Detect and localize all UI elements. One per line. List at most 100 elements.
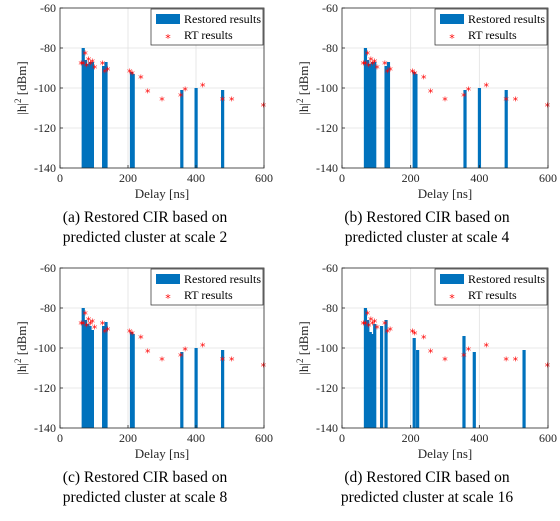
bar	[90, 330, 94, 428]
y-axis-label-unit: [dBm]	[14, 321, 29, 358]
bar	[129, 332, 134, 428]
caption-line-1: (b) Restored CIR based on	[344, 209, 510, 226]
x-tick-label: 0	[57, 171, 63, 185]
caption-line-2: predicted cluster at scale 16	[341, 489, 513, 506]
y-axis-label: |h|2 [dBm]	[295, 321, 311, 374]
bar	[104, 62, 108, 168]
data-point: *	[410, 327, 416, 340]
x-tick-label: 400	[187, 171, 205, 185]
legend-bar-swatch	[440, 14, 464, 24]
y-axis-label: |h|2 [dBm]	[295, 61, 311, 114]
y-axis-label: |h|2 [dBm]	[13, 321, 29, 374]
bar	[412, 338, 416, 428]
y-tick-label: -100	[316, 81, 338, 95]
chart-panel-1: ******** *** ** *** ** ** * *0 200 400 600-140-120…	[13, 1, 273, 246]
legend-point-marker: *	[449, 32, 455, 45]
bar	[472, 352, 476, 428]
data-point: *	[366, 61, 372, 74]
data-point: *	[78, 59, 84, 72]
legend-label-restored: Restored results	[468, 272, 545, 286]
chart-panel-3: ******** *** ** *** ** ** * *0 200 400 600-140-120…	[13, 261, 273, 506]
x-axis-label: Delay [ns]	[418, 446, 473, 461]
bar	[462, 336, 466, 428]
chart-panel-2: ******** *** ** *** ** ** * *0 200 400 600-140-120…	[295, 1, 557, 246]
data-point: *	[483, 341, 489, 354]
x-tick-label: 600	[539, 431, 557, 445]
bar	[370, 62, 374, 168]
bar	[386, 62, 391, 168]
data-point: *	[220, 95, 226, 108]
y-tick-label: -140	[34, 161, 56, 175]
data-point: *	[178, 91, 184, 104]
bar	[368, 332, 372, 428]
bar	[373, 62, 377, 168]
x-tick-label: 200	[402, 171, 420, 185]
y-axis-label-exponent: 2	[295, 358, 305, 363]
data-point: *	[361, 59, 367, 72]
chart-panel-4: ******** *** ** *** ** ** * *0 200 400 600-140-120…	[295, 261, 557, 506]
y-tick-label: -80	[322, 41, 338, 55]
data-point: *	[385, 67, 391, 80]
legend: Restored results * RT results	[434, 8, 548, 46]
data-point: *	[382, 319, 388, 332]
bar	[368, 64, 372, 168]
data-point: *	[145, 87, 151, 100]
data-point: *	[105, 65, 111, 78]
data-point: *	[82, 49, 88, 62]
data-point: *	[86, 315, 92, 328]
data-point: *	[220, 355, 226, 368]
y-tick-label: -60	[322, 261, 338, 275]
y-axis-label-exponent: 2	[13, 98, 23, 103]
y-axis-label-unit: [dBm]	[296, 61, 311, 98]
bar	[84, 60, 88, 168]
y-tick-label: -80	[322, 301, 338, 315]
data-point: *	[370, 319, 376, 332]
data-point: *	[127, 67, 133, 80]
x-tick-label: 600	[255, 171, 273, 185]
data-point: *	[138, 333, 144, 346]
bar	[366, 320, 370, 428]
data-point: *	[229, 355, 235, 368]
x-axis-label: Delay [ns]	[135, 186, 190, 201]
data-point: *	[88, 319, 94, 332]
caption-line-2: predicted cluster at scale 2	[63, 229, 227, 246]
x-tick-label: 600	[539, 171, 557, 185]
x-tick-label: 0	[339, 171, 345, 185]
caption-line-1: (c) Restored CIR based on	[63, 469, 228, 486]
bar	[504, 90, 508, 168]
x-axis-label: Delay [ns]	[135, 446, 190, 461]
data-point: *	[82, 309, 88, 322]
data-point: *	[127, 327, 133, 340]
data-point: *	[412, 329, 418, 342]
bar	[384, 320, 388, 428]
bar	[477, 88, 482, 168]
bar	[86, 324, 90, 428]
x-tick-label: 0	[57, 431, 63, 445]
legend-point-marker: *	[165, 292, 171, 305]
bar	[373, 324, 377, 428]
bar	[180, 352, 184, 428]
x-tick-label: 400	[470, 431, 488, 445]
caption-line-1: (a) Restored CIR based on	[63, 209, 228, 226]
data-point: *	[368, 55, 374, 68]
data-point: *	[385, 327, 391, 340]
bar	[384, 66, 388, 168]
bar	[84, 320, 88, 428]
data-point: *	[80, 59, 86, 72]
data-point: *	[442, 355, 448, 368]
bar	[90, 62, 94, 168]
legend-bar-swatch	[156, 274, 180, 284]
data-point: *	[368, 315, 374, 328]
data-point: *	[370, 59, 376, 72]
x-tick-label: 400	[470, 171, 488, 185]
data-point: *	[365, 49, 371, 62]
legend-label-rt: RT results	[468, 28, 517, 42]
y-tick-label: -120	[34, 121, 56, 135]
y-tick-label: -60	[40, 261, 56, 275]
legend-label-rt: RT results	[184, 288, 233, 302]
data-point: *	[421, 333, 427, 346]
data-point: *	[483, 81, 489, 94]
y-axis-label-unit: [dBm]	[14, 61, 29, 98]
y-axis-label-exponent: 2	[295, 98, 305, 103]
bar	[129, 72, 134, 168]
